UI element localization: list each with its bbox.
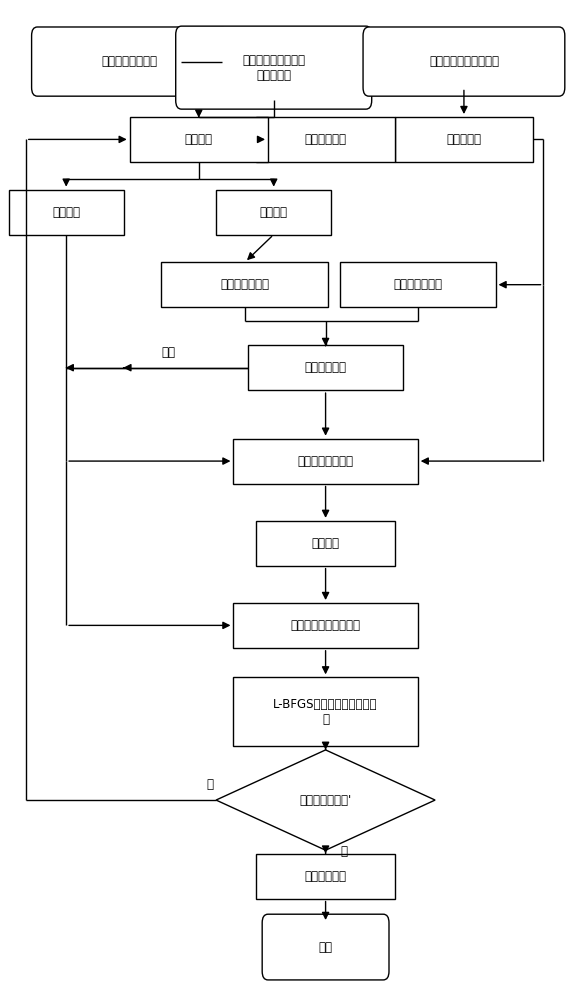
FancyBboxPatch shape — [363, 27, 565, 96]
Bar — [130, 117, 268, 162]
Bar — [257, 521, 395, 566]
Text: 模拟数据: 模拟数据 — [260, 206, 288, 219]
Text: 零延迟互相关计算梯度: 零延迟互相关计算梯度 — [290, 619, 361, 632]
Text: 最终反演结果: 最终反演结果 — [304, 870, 347, 883]
Bar — [216, 190, 331, 235]
Bar — [161, 262, 328, 307]
Text: 正传波场: 正传波场 — [52, 206, 80, 219]
FancyBboxPatch shape — [31, 27, 228, 96]
Text: 输入时间域全波形反
演相关参数: 输入时间域全波形反 演相关参数 — [242, 54, 305, 82]
Bar — [257, 854, 395, 899]
Bar — [233, 439, 418, 484]
Text: 是: 是 — [340, 845, 347, 858]
Text: 震源子波估计: 震源子波估计 — [304, 133, 347, 146]
Text: 结束: 结束 — [318, 941, 332, 954]
Text: 反传波场: 反传波场 — [311, 537, 339, 550]
Bar — [9, 190, 124, 235]
Polygon shape — [216, 750, 435, 850]
Text: 乘以: 乘以 — [162, 346, 176, 359]
Text: 构造置零矩阵: 构造置零矩阵 — [304, 361, 347, 374]
Text: 正演模拟: 正演模拟 — [184, 133, 213, 146]
Bar — [257, 117, 395, 162]
Text: 全局互相关伴随源: 全局互相关伴随源 — [297, 455, 354, 468]
Text: L-BFGS优化算法更新模型速
度: L-BFGS优化算法更新模型速 度 — [274, 698, 378, 726]
Text: 对模拟记录编码: 对模拟记录编码 — [221, 278, 269, 291]
Text: 输入采集到的观测数据: 输入采集到的观测数据 — [429, 55, 499, 68]
FancyBboxPatch shape — [176, 26, 372, 109]
Text: 输入初始速度模型: 输入初始速度模型 — [102, 55, 158, 68]
Bar — [395, 117, 533, 162]
Text: 对观测记录编码: 对观测记录编码 — [393, 278, 442, 291]
Text: 满足精度要求？': 满足精度要求？' — [300, 794, 352, 807]
Text: 数据预处理: 数据预处理 — [446, 133, 481, 146]
Bar — [340, 262, 496, 307]
Bar — [233, 677, 418, 746]
Text: 否: 否 — [206, 778, 213, 791]
FancyBboxPatch shape — [262, 914, 389, 980]
Bar — [233, 603, 418, 648]
Bar — [248, 345, 403, 390]
